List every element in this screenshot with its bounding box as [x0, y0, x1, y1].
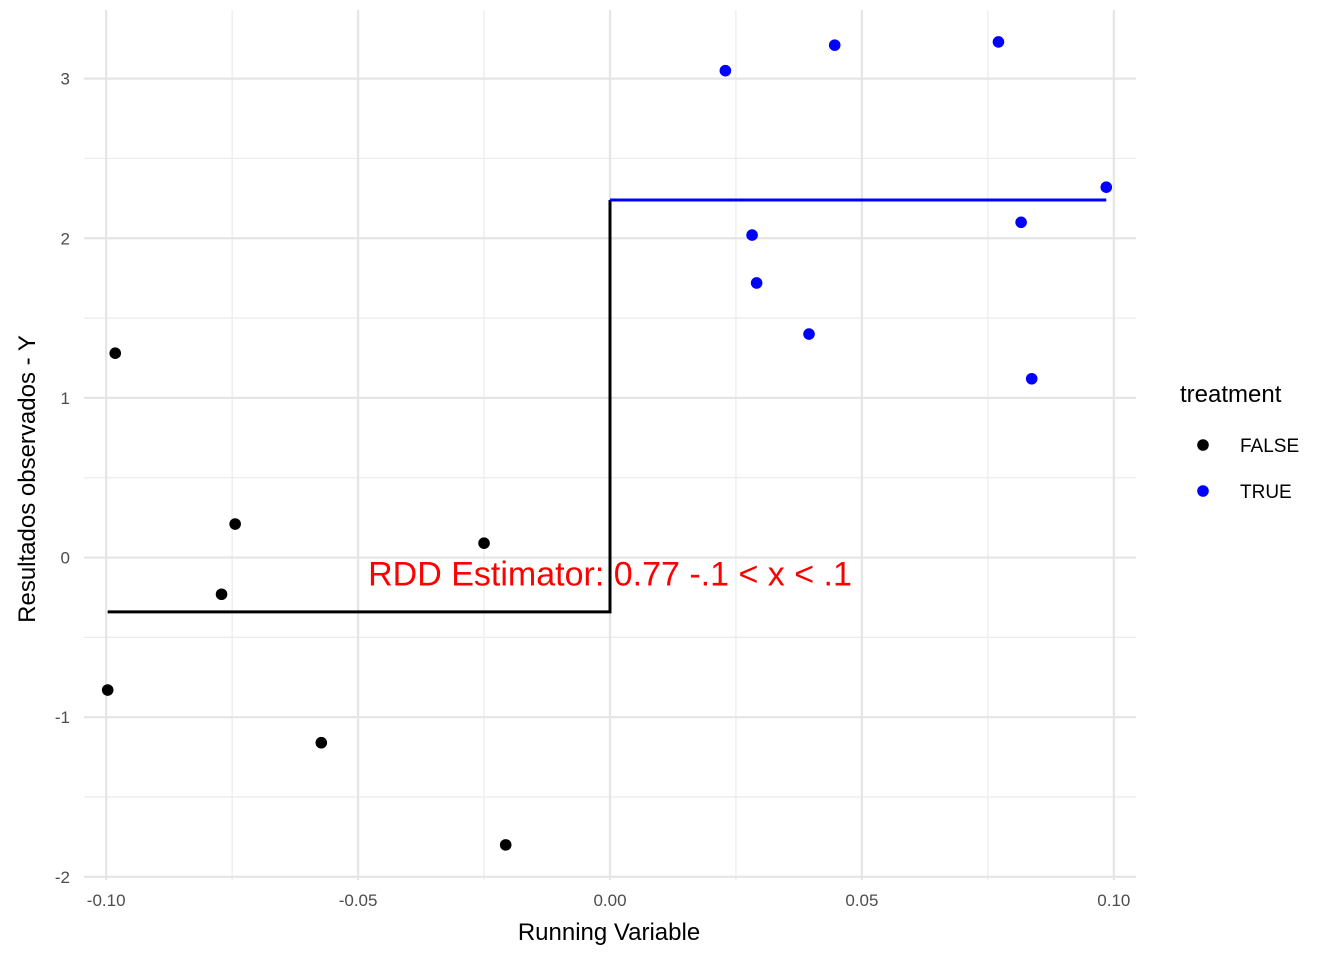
legend-label: TRUE: [1240, 482, 1292, 503]
data-point: [1015, 217, 1027, 229]
y-tick-label: 0: [61, 549, 70, 568]
data-point: [478, 537, 490, 549]
annotation-layer: RDD Estimator: 0.77 -.1 < x < .1: [368, 556, 852, 594]
data-point: [102, 684, 114, 696]
data-point: [803, 328, 815, 340]
y-tick-label: 2: [61, 229, 70, 248]
data-point: [993, 36, 1005, 48]
data-point: [720, 65, 732, 77]
data-point: [751, 277, 763, 289]
data-point: [746, 229, 758, 241]
rdd-estimator-annotation: RDD Estimator: 0.77 -.1 < x < .1: [368, 556, 852, 594]
data-point: [1026, 373, 1038, 385]
x-axis-title: Running Variable: [518, 919, 700, 946]
legend-label: FALSE: [1240, 436, 1299, 457]
data-point: [216, 588, 228, 600]
x-axis-tick-labels: -0.10 -0.05 0.00 0.05 0.10: [87, 891, 1131, 910]
data-point: [109, 347, 121, 359]
legend-key: [1197, 439, 1209, 451]
y-tick-label: 3: [61, 70, 70, 89]
x-tick-label: 0.00: [593, 891, 626, 910]
data-point: [829, 39, 841, 51]
y-tick-label: 1: [61, 389, 70, 408]
x-tick-label: 0.10: [1097, 891, 1130, 910]
x-tick-label: 0.05: [845, 891, 878, 910]
x-tick-label: -0.05: [339, 891, 378, 910]
y-axis-tick-labels: -2 -1 0 1 2 3: [55, 70, 70, 887]
data-point: [500, 839, 512, 851]
data-point: [229, 518, 241, 530]
step-lines: [108, 200, 1107, 612]
y-tick-label: -2: [55, 868, 70, 887]
y-tick-label: -1: [55, 708, 70, 727]
y-axis-title: Resultados observados - Y: [14, 335, 41, 623]
legend: treatment FALSE TRUE: [1180, 381, 1299, 503]
x-tick-label: -0.10: [87, 891, 126, 910]
legend-key: [1197, 485, 1209, 497]
data-point: [1100, 181, 1112, 193]
data-point: [316, 737, 328, 749]
legend-title: treatment: [1180, 381, 1282, 408]
